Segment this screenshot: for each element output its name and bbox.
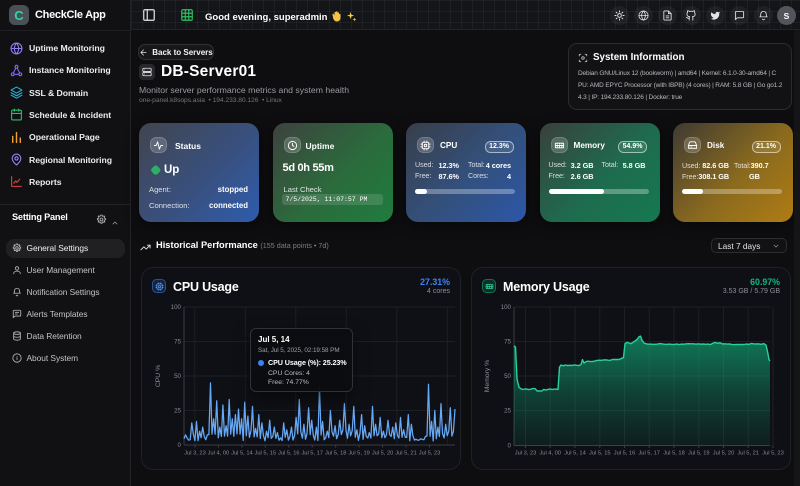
svg-text:Jul 5, 15: Jul 5, 15 (589, 451, 611, 457)
svg-text:Jul 5, 16: Jul 5, 16 (278, 451, 300, 457)
svg-text:100: 100 (501, 304, 512, 311)
svg-text:Jul 5, 23: Jul 5, 23 (762, 451, 784, 457)
svg-text:Jul 5, 21: Jul 5, 21 (395, 451, 417, 457)
svg-text:Jul 5, 18: Jul 5, 18 (663, 451, 685, 457)
svg-text:Jul 3, 23: Jul 3, 23 (515, 451, 537, 457)
svg-text:Jul 5, 14: Jul 5, 14 (564, 451, 586, 457)
svg-text:Jul 4, 00: Jul 4, 00 (539, 451, 561, 457)
svg-text:Jul 3, 23: Jul 3, 23 (184, 451, 206, 457)
svg-text:Jul 4, 00: Jul 4, 00 (208, 451, 230, 457)
svg-text:Jul 5, 14: Jul 5, 14 (231, 451, 253, 457)
svg-text:50: 50 (174, 373, 181, 380)
svg-text:Jul 5, 20: Jul 5, 20 (372, 451, 394, 457)
svg-text:0: 0 (178, 442, 182, 449)
svg-text:75: 75 (174, 339, 181, 346)
svg-text:Jul 5, 16: Jul 5, 16 (614, 451, 636, 457)
svg-text:Jul 5, 20: Jul 5, 20 (713, 451, 735, 457)
svg-text:75: 75 (504, 339, 511, 346)
svg-text:Jul 5, 17: Jul 5, 17 (638, 451, 660, 457)
svg-text:Jul 5, 19: Jul 5, 19 (348, 451, 370, 457)
svg-text:Jul 5, 18: Jul 5, 18 (325, 451, 347, 457)
svg-text:25: 25 (504, 408, 511, 415)
svg-text:CPU %: CPU % (155, 365, 162, 387)
svg-text:100: 100 (171, 304, 182, 311)
svg-text:Jul 5, 23: Jul 5, 23 (419, 451, 441, 457)
svg-text:Jul 5, 15: Jul 5, 15 (255, 451, 277, 457)
svg-text:0: 0 (508, 443, 512, 450)
svg-text:Memory %: Memory % (484, 360, 491, 392)
svg-text:50: 50 (504, 373, 511, 380)
svg-text:Jul 5, 19: Jul 5, 19 (688, 451, 710, 457)
svg-text:Jul 5, 21: Jul 5, 21 (737, 451, 759, 457)
svg-text:Jul 5, 17: Jul 5, 17 (301, 451, 323, 457)
svg-text:25: 25 (174, 408, 181, 415)
